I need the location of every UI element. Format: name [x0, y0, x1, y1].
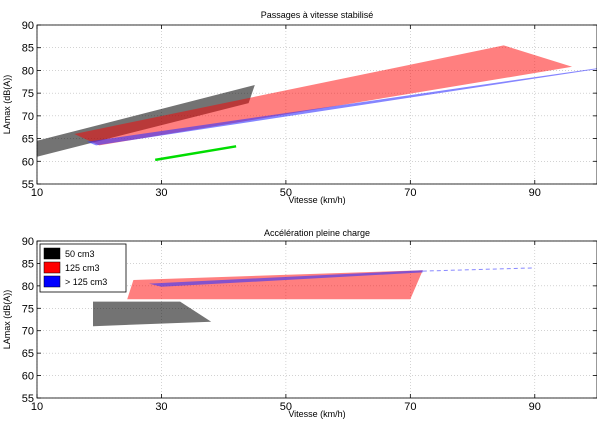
- x-tick-label: 50: [280, 401, 292, 413]
- series-line: [154, 145, 237, 162]
- y-tick-label: 70: [22, 111, 34, 123]
- y-tick-label: 90: [22, 236, 34, 248]
- y-tick-label: 85: [22, 258, 34, 270]
- legend-label: 50 cm3: [65, 249, 95, 259]
- region-50-cm3: [93, 301, 212, 327]
- y-tick-label: 70: [22, 326, 34, 338]
- legend: 50 cm3 125 cm3 > 125 cm3: [39, 243, 127, 293]
- data-layer: [93, 267, 535, 327]
- y-tick-label: 85: [22, 43, 34, 55]
- x-axis-label: Vitesse (km/h): [288, 195, 345, 205]
- y-tick-label: 90: [22, 20, 34, 32]
- x-tick-label: 30: [155, 401, 167, 413]
- x-tick-label: 10: [31, 187, 43, 199]
- plot-stabilized-speed: 10 30 50 70 90 55 60 65 70 75 80 85 90 Passages à vit…: [2, 10, 597, 205]
- y-tick-label: 80: [22, 281, 34, 293]
- y-tick-label: 55: [22, 393, 34, 405]
- legend-label: 125 cm3: [65, 263, 100, 273]
- plot-full-acceleration: 10 30 50 70 90 55 60 65 70 75 80 85 90 Accélération p…: [2, 228, 597, 419]
- region-125-cm3: [86, 68, 597, 146]
- region-125-cm3: [74, 45, 573, 146]
- axes-frame: [36, 24, 597, 185]
- y-tick-label: 65: [22, 134, 34, 146]
- x-tick-label: 30: [155, 187, 167, 199]
- region-125-cm3: [149, 270, 423, 287]
- y-tick-label: 60: [22, 371, 34, 383]
- legend-swatch: [43, 261, 61, 274]
- x-tick-label: 10: [31, 401, 43, 413]
- axes-frame: [36, 240, 597, 399]
- x-tick-label: 70: [404, 401, 416, 413]
- x-tick-label: 50: [280, 187, 292, 199]
- y-tick-label: 75: [22, 88, 34, 100]
- legend-label: > 125 cm3: [65, 277, 107, 287]
- y-axis-label: LAmax (dB(A)): [2, 75, 12, 135]
- y-tick-label: 75: [22, 303, 34, 315]
- chart-title: Passages à vitesse stabilisé: [261, 10, 374, 20]
- y-axis-label: LAmax (dB(A)): [2, 290, 12, 350]
- x-tick-label: 90: [529, 401, 541, 413]
- y-tick-label: 60: [22, 156, 34, 168]
- y-tick-label: 80: [22, 65, 34, 77]
- legend-swatch: [43, 275, 61, 288]
- x-tick-label: 90: [529, 187, 541, 199]
- legend-swatch: [43, 247, 61, 260]
- y-tick-label: 65: [22, 348, 34, 360]
- x-tick-label: 70: [404, 187, 416, 199]
- region-125-cm3: [127, 270, 423, 300]
- x-axis-label: Vitesse (km/h): [288, 409, 345, 419]
- series-line: [422, 267, 535, 272]
- y-tick-label: 55: [22, 179, 34, 191]
- data-layer: [37, 45, 597, 162]
- chart-title: Accélération pleine charge: [264, 228, 370, 238]
